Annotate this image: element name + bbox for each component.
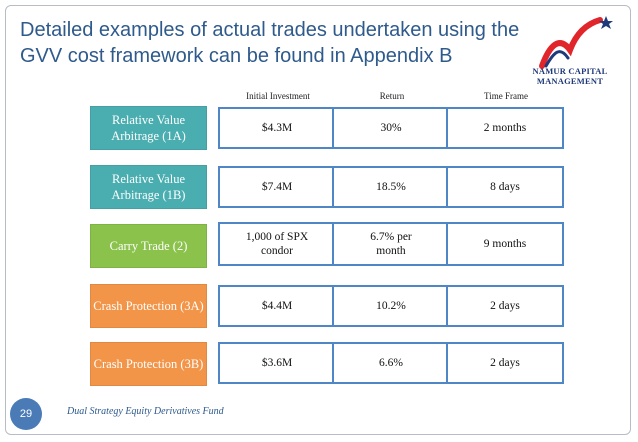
- logo-text-line1: NAMUR CAPITAL: [532, 66, 608, 76]
- row-label-crash-protection-3a: Crash Protection (3A): [90, 284, 207, 328]
- row-label-relative-value-1b: Relative Value Arbitrage (1B): [90, 165, 207, 209]
- column-header-investment: Initial Investment: [246, 91, 310, 101]
- cell-investment-3b: $3.6M: [218, 342, 336, 384]
- cell-time-frame-2: 9 months: [446, 222, 564, 266]
- column-header-return: Return: [379, 91, 405, 101]
- cell-return-1b: 18.5%: [332, 166, 450, 208]
- cell-return-3a: 10.2%: [332, 285, 450, 327]
- page-number-badge: 29: [10, 398, 42, 430]
- cell-investment-1a: $4.3M: [218, 107, 336, 149]
- cell-time-frame-1a: 2 months: [446, 107, 564, 149]
- cell-return-2-text: 6.7% per month: [370, 231, 412, 257]
- cell-time-frame-1b: 8 days: [446, 166, 564, 208]
- column-header-time-frame: Time Frame: [484, 91, 528, 101]
- cell-time-frame-3b: 2 days: [446, 342, 564, 384]
- footer-text: Dual Strategy Equity Derivatives Fund: [67, 406, 224, 417]
- cell-investment-1b: $7.4M: [218, 166, 336, 208]
- cell-return-3b: 6.6%: [332, 342, 450, 384]
- slide-title: Detailed examples of actual trades under…: [20, 19, 520, 67]
- cell-investment-2-text: 1,000 of SPX condor: [245, 231, 309, 257]
- logo-text-line2: MANAGEMENT: [536, 76, 604, 86]
- row-label-carry-trade-2: Carry Trade (2): [90, 224, 207, 268]
- logo-text: NAMUR CAPITAL MANAGEMENT: [522, 66, 618, 86]
- cell-investment-2: 1,000 of SPX condor: [218, 222, 336, 266]
- cell-time-frame-3a: 2 days: [446, 285, 564, 327]
- cell-investment-3a: $4.4M: [218, 285, 336, 327]
- cell-return-1a: 30%: [332, 107, 450, 149]
- row-label-relative-value-1a: Relative Value Arbitrage (1A): [90, 106, 207, 150]
- row-label-crash-protection-3b: Crash Protection (3B): [90, 342, 207, 386]
- cell-return-2: 6.7% per month: [332, 222, 450, 266]
- namur-logo-icon: [539, 16, 613, 69]
